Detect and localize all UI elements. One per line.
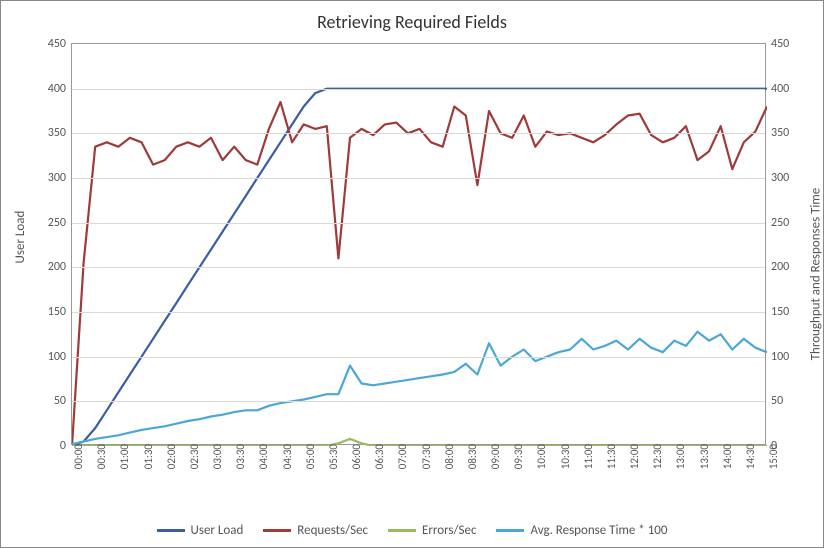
x-tick: 13:30 (694, 444, 711, 469)
x-tick: 14:00 (717, 444, 734, 469)
legend-item: Errors/Sec (388, 523, 476, 538)
x-tick: 02:00 (161, 444, 178, 469)
x-tick: 06:00 (346, 444, 363, 469)
y-axis-left-label: User Load (13, 211, 28, 264)
x-tick: 12:30 (647, 444, 664, 469)
legend-label: Errors/Sec (422, 523, 476, 538)
x-tick: 00:30 (91, 444, 108, 469)
y-tick-left: 100 (48, 350, 72, 364)
x-tick: 13:00 (670, 444, 687, 469)
grid-line (72, 178, 765, 179)
y-tick-left: 50 (54, 394, 72, 408)
series-svg (72, 44, 767, 446)
y-tick-right: 150 (765, 305, 789, 319)
grid-line (72, 357, 765, 358)
legend-item: Requests/Sec (263, 523, 368, 538)
y-tick-right: 100 (765, 350, 789, 364)
x-tick: 04:00 (253, 444, 270, 469)
x-tick: 08:00 (439, 444, 456, 469)
legend: User Load Requests/Sec Errors/Sec Avg. Resp… (1, 521, 823, 538)
legend-label: Requests/Sec (297, 523, 368, 538)
x-tick: 10:30 (555, 444, 572, 469)
x-tick: 11:30 (601, 444, 618, 469)
chart-container: Retrieving Required Fields User Load Thr… (0, 0, 824, 548)
x-tick: 11:00 (578, 444, 595, 469)
x-tick: 10:00 (531, 444, 548, 469)
chart-title: Retrieving Required Fields (1, 11, 823, 33)
y-tick-left: 450 (48, 37, 72, 51)
legend-label: Avg. Response Time * 100 (530, 523, 667, 538)
x-tick: 07:00 (392, 444, 409, 469)
plot-area: 0501001502002503003504004500501001502002… (71, 43, 766, 445)
grid-line (72, 401, 765, 402)
x-tick: 12:00 (624, 444, 641, 469)
x-tick: 05:00 (300, 444, 317, 469)
series-line (72, 332, 767, 445)
legend-item: Avg. Response Time * 100 (496, 523, 667, 538)
y-tick-right: 300 (765, 171, 789, 185)
grid-line (72, 89, 765, 90)
y-tick-left: 150 (48, 305, 72, 319)
x-tick: 03:30 (230, 444, 247, 469)
grid-line (72, 223, 765, 224)
x-tick: 04:30 (277, 444, 294, 469)
y-tick-left: 300 (48, 171, 72, 185)
x-tick: 07:30 (416, 444, 433, 469)
x-tick: 09:00 (485, 444, 502, 469)
x-tick: 05:30 (323, 444, 340, 469)
grid-line (72, 133, 765, 134)
y-tick-left: 200 (48, 260, 72, 274)
legend-label: User Load (191, 523, 244, 538)
x-tick: 01:30 (138, 444, 155, 469)
y-axis-right-label: Throughput and Responses Time (809, 188, 824, 361)
x-tick: 03:00 (207, 444, 224, 469)
y-tick-right: 400 (765, 82, 789, 96)
y-tick-right: 350 (765, 126, 789, 140)
x-tick: 08:30 (462, 444, 479, 469)
grid-line (72, 267, 765, 268)
x-tick: 00:00 (68, 444, 85, 469)
x-tick: 14:30 (740, 444, 757, 469)
y-tick-right: 250 (765, 216, 789, 230)
legend-swatch (388, 529, 416, 532)
y-tick-right: 450 (765, 37, 789, 51)
legend-item: User Load (157, 523, 244, 538)
x-tick: 09:30 (508, 444, 525, 469)
series-line (72, 102, 767, 446)
y-tick-left: 250 (48, 216, 72, 230)
legend-swatch (263, 529, 291, 532)
y-tick-left: 400 (48, 82, 72, 96)
y-tick-right: 50 (765, 394, 783, 408)
x-tick: 15:00 (763, 444, 780, 469)
y-tick-right: 200 (765, 260, 789, 274)
y-tick-left: 350 (48, 126, 72, 140)
legend-swatch (496, 529, 524, 532)
legend-swatch (157, 529, 185, 532)
x-tick: 02:30 (184, 444, 201, 469)
grid-line (72, 312, 765, 313)
x-tick: 06:30 (369, 444, 386, 469)
x-tick: 01:00 (114, 444, 131, 469)
